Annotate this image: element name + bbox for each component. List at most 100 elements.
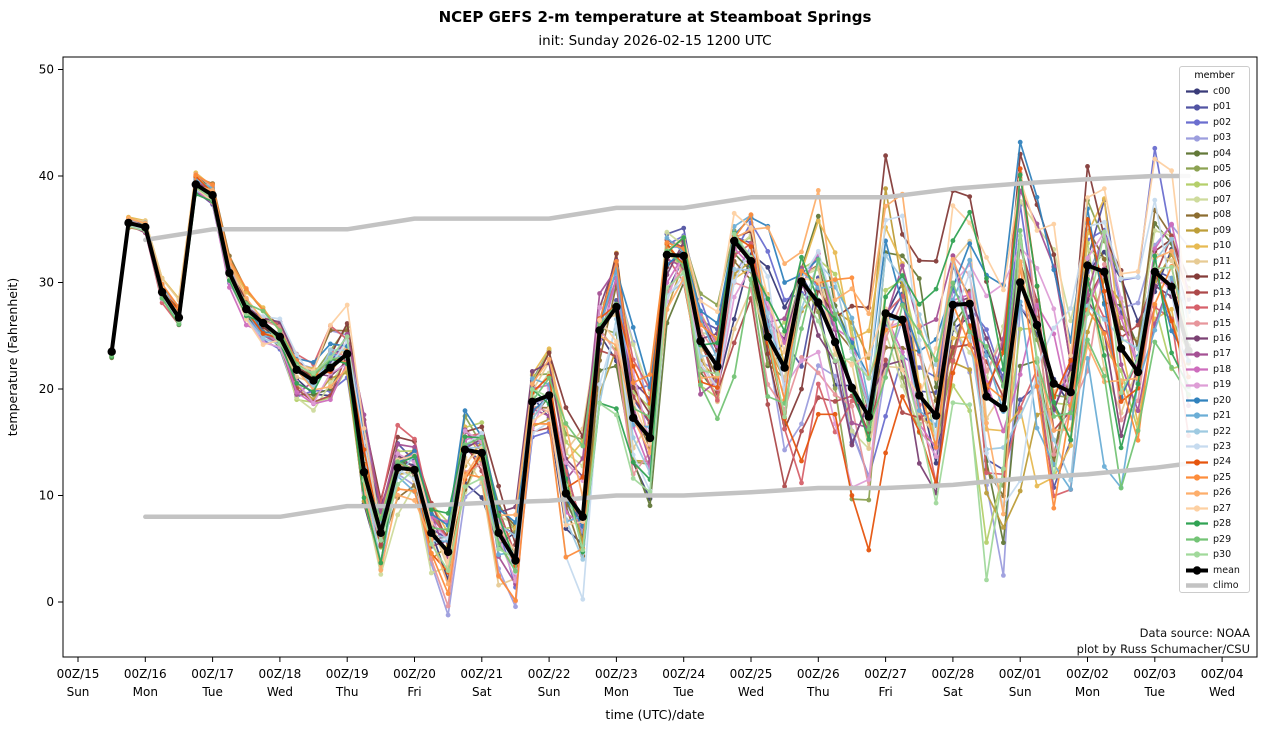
legend-item-p28: p28 xyxy=(1180,516,1249,531)
legend-label: climo xyxy=(1213,579,1239,591)
x-tick-label: 00Z/04 xyxy=(1201,667,1244,681)
legend-label: p19 xyxy=(1213,379,1232,391)
legend-item-p27: p27 xyxy=(1180,501,1249,516)
legend-line-sample xyxy=(1186,474,1208,481)
legend-item-p02: p02 xyxy=(1180,115,1249,130)
x-tick-label: 00Z/19 xyxy=(326,667,369,681)
legend-item-p08: p08 xyxy=(1180,208,1249,223)
legend-item-p13: p13 xyxy=(1180,285,1249,300)
legend-line-sample xyxy=(1186,351,1208,358)
legend-label: p01 xyxy=(1213,101,1232,113)
x-tick-day-label: Mon xyxy=(604,685,629,699)
x-tick-label: 00Z/15 xyxy=(57,667,100,681)
y-tick-label: 30 xyxy=(39,276,54,290)
legend-label: p11 xyxy=(1213,255,1232,267)
legend-label: p08 xyxy=(1213,209,1232,221)
legend-line-sample xyxy=(1186,335,1208,342)
legend-label: p22 xyxy=(1213,425,1232,437)
mean-line-path xyxy=(107,180,1193,565)
legend-line-sample xyxy=(1186,88,1208,95)
y-tick-label: 50 xyxy=(39,63,54,77)
x-tick-day-label: Sun xyxy=(1009,685,1032,699)
x-tick-label: 00Z/17 xyxy=(191,667,234,681)
x-tick-label: 00Z/26 xyxy=(797,667,840,681)
legend-label: p17 xyxy=(1213,348,1232,360)
legend-item-p14: p14 xyxy=(1180,300,1249,315)
x-tick-day-label: Mon xyxy=(133,685,158,699)
x-tick-day-label: Tue xyxy=(1144,685,1166,699)
legend-line-sample xyxy=(1186,428,1208,435)
legend-item-p29: p29 xyxy=(1180,532,1249,547)
legend-label: p26 xyxy=(1213,487,1232,499)
legend-item-p21: p21 xyxy=(1180,408,1249,423)
x-tick-day-label: Tue xyxy=(672,685,694,699)
legend-label: p18 xyxy=(1213,363,1232,375)
x-tick-day-label: Wed xyxy=(267,685,293,699)
legend-item-p05: p05 xyxy=(1180,161,1249,176)
legend-item-p04: p04 xyxy=(1180,146,1249,161)
y-axis-label: temperature (Fahrenheit) xyxy=(5,278,20,436)
legend: member c00 p01 p02 p03 p04 p05 p06 p07 p08 p09 p10… xyxy=(1179,66,1250,593)
x-tick-label: 00Z/01 xyxy=(999,667,1042,681)
plot-frame xyxy=(62,56,1258,658)
x-tick-day-label: Thu xyxy=(335,685,359,699)
x-tick-day-label: Sat xyxy=(943,685,963,699)
legend-line-sample xyxy=(1186,397,1208,404)
x-tick-label: 00Z/23 xyxy=(595,667,638,681)
legend-label: p24 xyxy=(1213,456,1232,468)
x-tick-label: 00Z/22 xyxy=(528,667,571,681)
legend-item-p18: p18 xyxy=(1180,362,1249,377)
legend-item-p23: p23 xyxy=(1180,439,1249,454)
legend-label: p06 xyxy=(1213,178,1232,190)
legend-title: member xyxy=(1194,70,1235,81)
legend-item-p07: p07 xyxy=(1180,192,1249,207)
legend-item-p26: p26 xyxy=(1180,485,1249,500)
legend-item-p22: p22 xyxy=(1180,424,1249,439)
legend-label: p30 xyxy=(1213,549,1232,561)
chart-subtitle: init: Sunday 2026-02-15 1200 UTC xyxy=(538,33,771,49)
legend-label: p21 xyxy=(1213,410,1232,422)
legend-line-sample xyxy=(1186,551,1208,558)
legend-line-sample xyxy=(1186,273,1208,281)
legend-line-sample xyxy=(1186,366,1208,373)
legend-label: p25 xyxy=(1213,471,1232,483)
x-tick-label: 00Z/24 xyxy=(662,667,705,681)
data-source-annotation: Data source: NOAA xyxy=(1140,626,1250,640)
x-tick-day-label: Sun xyxy=(538,685,561,699)
legend-item-p03: p03 xyxy=(1180,130,1249,145)
legend-item-p17: p17 xyxy=(1180,346,1249,361)
x-tick-label: 00Z/28 xyxy=(931,667,974,681)
legend-line-sample xyxy=(1186,459,1208,466)
legend-label: p13 xyxy=(1213,286,1232,298)
legend-item-p09: p09 xyxy=(1180,223,1249,238)
legend-line-sample xyxy=(1186,134,1208,142)
legend-label: p15 xyxy=(1213,317,1232,329)
chart-title: NCEP GEFS 2-m temperature at Steamboat S… xyxy=(439,8,872,26)
plot-credit-annotation: plot by Russ Schumacher/CSU xyxy=(1077,642,1250,656)
legend-line-sample xyxy=(1186,181,1208,188)
legend-item-p06: p06 xyxy=(1180,177,1249,192)
legend-line-sample xyxy=(1186,443,1208,450)
legend-item-p16: p16 xyxy=(1180,331,1249,346)
climo-line-upper xyxy=(143,173,1191,243)
legend-line-sample xyxy=(1186,150,1208,157)
x-axis-label: time (UTC)/date xyxy=(605,707,704,722)
legend-label: p14 xyxy=(1213,302,1232,314)
legend-label: p03 xyxy=(1213,132,1232,144)
legend-line-sample xyxy=(1186,212,1208,219)
legend-item-p10: p10 xyxy=(1180,238,1249,253)
x-tick-label: 00Z/16 xyxy=(124,667,167,681)
legend-line-sample xyxy=(1186,536,1208,543)
x-tick-label: 00Z/25 xyxy=(730,667,773,681)
legend-item-climo: climo xyxy=(1180,578,1249,593)
legend-line-sample xyxy=(1186,520,1208,528)
legend-label: p05 xyxy=(1213,163,1232,175)
legend-item-c00: c00 xyxy=(1180,84,1249,99)
x-tick-label: 00Z/21 xyxy=(460,667,503,681)
legend-line-sample xyxy=(1186,119,1208,126)
x-tick-day-label: Tue xyxy=(201,685,223,699)
legend-label: p02 xyxy=(1213,116,1232,128)
y-tick-label: 0 xyxy=(46,595,54,609)
